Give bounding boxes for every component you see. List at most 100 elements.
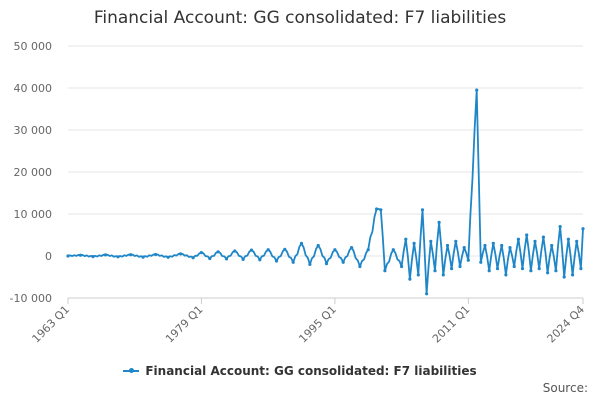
data-point[interactable]: [425, 292, 429, 296]
data-point[interactable]: [379, 208, 383, 212]
legend-label: Financial Account: GG consolidated: F7 l…: [145, 364, 477, 378]
data-point[interactable]: [224, 257, 229, 261]
source-label: Source:: [542, 381, 588, 395]
data-point[interactable]: [103, 253, 108, 257]
data-point[interactable]: [581, 227, 585, 231]
data-point[interactable]: [249, 248, 254, 252]
data-point[interactable]: [266, 248, 270, 252]
data-point[interactable]: [454, 239, 458, 243]
data-point[interactable]: [566, 237, 571, 241]
data-point[interactable]: [116, 255, 120, 259]
data-point[interactable]: [483, 243, 487, 248]
data-point[interactable]: [525, 233, 529, 237]
data-point[interactable]: [208, 256, 212, 261]
data-point[interactable]: [433, 269, 437, 273]
data-point[interactable]: [404, 237, 408, 241]
data-point[interactable]: [491, 241, 495, 245]
y-tick-label: 0: [45, 250, 52, 263]
data-point[interactable]: [475, 88, 479, 92]
data-point[interactable]: [533, 239, 537, 243]
data-point[interactable]: [441, 273, 445, 277]
data-point[interactable]: [166, 255, 170, 259]
data-point[interactable]: [500, 243, 504, 248]
data-point[interactable]: [541, 235, 546, 239]
chart-title: Financial Account: GG consolidated: F7 l…: [93, 8, 507, 28]
legend-item[interactable]: Financial Account: GG consolidated: F7 l…: [123, 364, 477, 378]
x-tick-label: 2011 Q1: [430, 303, 473, 346]
data-point[interactable]: [437, 220, 441, 224]
data-point[interactable]: [191, 256, 195, 260]
data-point[interactable]: [283, 247, 287, 251]
data-point[interactable]: [412, 241, 416, 245]
data-point[interactable]: [429, 239, 433, 243]
data-point[interactable]: [129, 253, 133, 257]
x-axis: 1963 Q1 1979 Q1 1995 Q1 2011 Q1 2024 Q4: [30, 297, 588, 346]
legend[interactable]: Financial Account: GG consolidated: F7 l…: [0, 364, 600, 379]
data-point[interactable]: [308, 262, 312, 266]
data-point[interactable]: [562, 275, 566, 279]
y-tick-label: 50 000: [14, 40, 53, 53]
data-point[interactable]: [233, 249, 237, 253]
data-point[interactable]: [291, 260, 295, 264]
y-tick-label: 40 000: [14, 82, 53, 95]
data-point[interactable]: [495, 267, 500, 271]
data-point[interactable]: [462, 246, 466, 250]
data-point[interactable]: [537, 267, 541, 271]
data-point[interactable]: [375, 207, 379, 211]
data-point[interactable]: [179, 252, 183, 256]
data-point[interactable]: [408, 277, 412, 281]
data-point[interactable]: [66, 254, 70, 258]
data-point[interactable]: [546, 271, 550, 275]
data-point[interactable]: [78, 253, 83, 257]
legend-swatch-dot: [129, 368, 135, 373]
x-tick-label: 1979 Q1: [163, 303, 206, 346]
data-point[interactable]: [358, 264, 362, 269]
data-point[interactable]: [445, 243, 450, 248]
data-point[interactable]: [508, 246, 512, 250]
x-tick-label: 2024 Q4: [545, 303, 588, 346]
data-point[interactable]: [324, 262, 329, 266]
data-point[interactable]: [141, 255, 145, 259]
y-axis: -10 000 0 10 000 20 000 30 000 40 000 50 000: [10, 40, 52, 305]
data-point[interactable]: [416, 273, 420, 277]
data-point[interactable]: [216, 250, 220, 254]
legend-swatch-icon: [123, 366, 140, 376]
x-tick-label: 1963 Q1: [30, 303, 73, 346]
data-point[interactable]: [450, 267, 454, 271]
data-point[interactable]: [420, 208, 425, 212]
data-point[interactable]: [550, 243, 554, 248]
data-point[interactable]: [366, 248, 370, 252]
data-point[interactable]: [558, 225, 562, 229]
data-point[interactable]: [575, 239, 579, 243]
data-point[interactable]: [316, 243, 320, 248]
series-line[interactable]: [67, 89, 584, 295]
data-point[interactable]: [383, 269, 387, 273]
data-point[interactable]: [554, 269, 558, 273]
y-tick-label: -10 000: [10, 292, 52, 305]
data-point[interactable]: [458, 264, 462, 269]
data-point[interactable]: [512, 264, 516, 269]
data-point[interactable]: [91, 255, 95, 259]
data-point[interactable]: [571, 273, 575, 277]
data-point[interactable]: [466, 258, 470, 262]
data-point[interactable]: [579, 267, 583, 271]
data-point[interactable]: [333, 248, 337, 252]
x-tick-label: 1995 Q1: [296, 303, 339, 346]
data-point[interactable]: [241, 257, 245, 261]
data-point[interactable]: [154, 252, 158, 257]
data-point[interactable]: [274, 259, 279, 263]
data-point[interactable]: [391, 248, 395, 252]
data-point[interactable]: [199, 251, 203, 255]
data-point[interactable]: [479, 260, 483, 264]
data-point[interactable]: [350, 246, 354, 250]
series-line-layer: [66, 88, 585, 296]
data-point[interactable]: [516, 237, 521, 241]
data-point[interactable]: [529, 269, 533, 273]
data-point[interactable]: [487, 269, 491, 273]
data-point[interactable]: [299, 241, 304, 245]
data-point[interactable]: [520, 267, 525, 271]
data-point[interactable]: [504, 273, 508, 277]
data-point[interactable]: [400, 264, 404, 269]
data-point[interactable]: [258, 258, 262, 262]
data-point[interactable]: [341, 260, 345, 264]
